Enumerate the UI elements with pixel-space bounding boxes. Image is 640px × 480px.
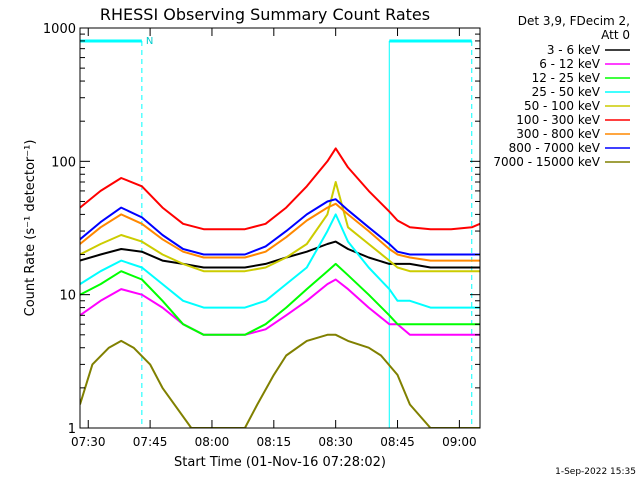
chart-title: RHESSI Observing Summary Count Rates bbox=[100, 5, 430, 24]
series-line-5 bbox=[80, 181, 480, 273]
series-line-2 bbox=[80, 278, 480, 336]
x-tick-label-6: 09:00 bbox=[442, 435, 477, 449]
x-tick-label-2: 08:00 bbox=[195, 435, 230, 449]
y-tick-label-3: 1000 bbox=[43, 22, 76, 37]
legend-header-line-2: Att 0 bbox=[601, 28, 630, 42]
legend-label-8: 800 - 7000 keV bbox=[509, 141, 601, 155]
series-line-3 bbox=[80, 262, 480, 336]
series-line-1 bbox=[80, 240, 480, 269]
x-tick-label-3: 08:15 bbox=[257, 435, 292, 449]
y-tick-label-2: 100 bbox=[51, 155, 76, 170]
y-axis-label: Count Rate (s⁻¹ detector⁻¹) bbox=[23, 140, 38, 317]
series-line-4 bbox=[80, 213, 480, 309]
x-axis-label: Start Time (01-Nov-16 07:28:02) bbox=[174, 455, 386, 470]
series-line-8 bbox=[80, 198, 480, 256]
x-axis: 07:30 07:45 08:00 08:15 08:30 08:45 09:00 bbox=[71, 28, 477, 449]
attenuator-marker-label: N bbox=[146, 36, 153, 47]
series-line-9 bbox=[80, 333, 480, 428]
plot-frame bbox=[79, 27, 481, 429]
legend-label-7: 300 - 800 keV bbox=[516, 127, 600, 141]
x-tick-label-5: 08:45 bbox=[380, 435, 415, 449]
series-line-7 bbox=[80, 202, 480, 262]
legend-label-9: 7000 - 15000 keV bbox=[493, 155, 600, 169]
series-line-6 bbox=[80, 147, 480, 231]
legend-label-6: 100 - 300 keV bbox=[516, 113, 600, 127]
legend-label-5: 50 - 100 keV bbox=[524, 99, 601, 113]
legend-header-line-1: Det 3,9, FDecim 2, bbox=[518, 14, 630, 28]
x-tick-label-1: 07:45 bbox=[133, 435, 168, 449]
y-tick-label-0: 1 bbox=[68, 422, 76, 437]
legend-label-1: 3 - 6 keV bbox=[547, 43, 601, 57]
footer-timestamp: 1-Sep-2022 15:35 bbox=[555, 467, 636, 477]
legend-label-2: 6 - 12 keV bbox=[539, 57, 601, 71]
plot-area: N bbox=[80, 36, 480, 428]
y-axis: 1 10 100 1000 bbox=[43, 22, 480, 437]
x-tick-label-4: 08:30 bbox=[318, 435, 353, 449]
x-tick-label-0: 07:30 bbox=[71, 435, 106, 449]
legend-label-3: 12 - 25 keV bbox=[532, 71, 601, 85]
legend-label-4: 25 - 50 keV bbox=[532, 85, 601, 99]
y-tick-label-1: 10 bbox=[59, 289, 76, 304]
